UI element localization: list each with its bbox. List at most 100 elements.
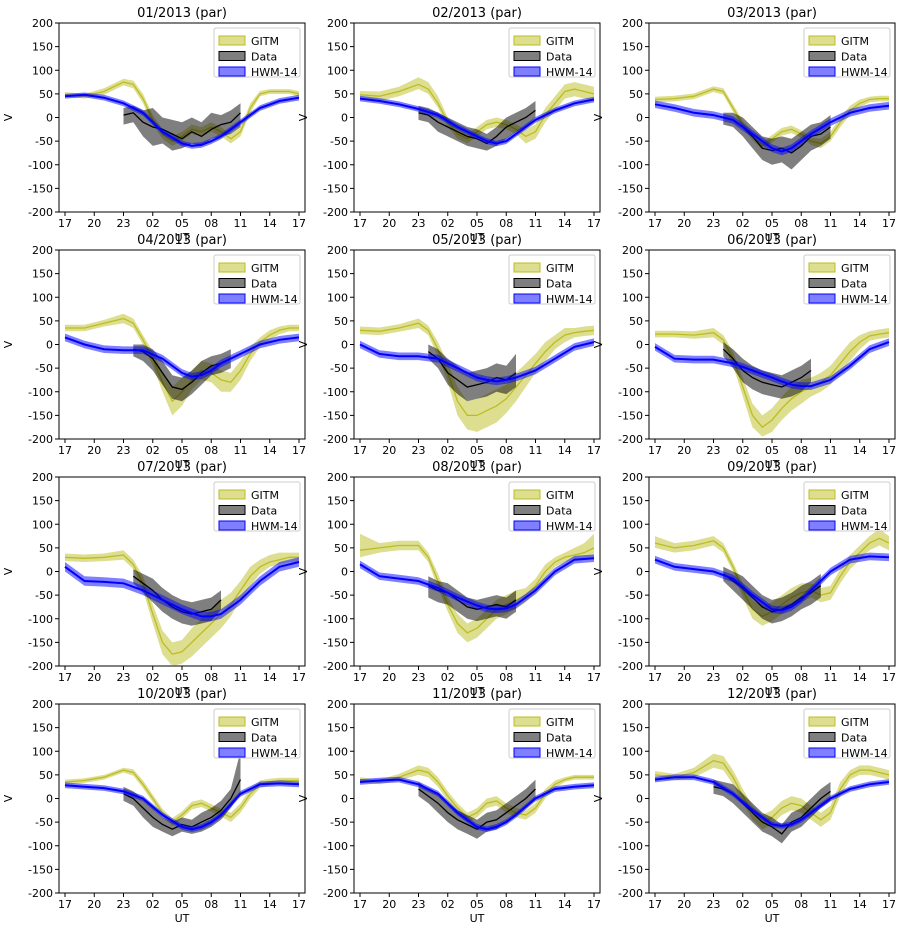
legend-label: GITM (251, 489, 279, 502)
band-data (723, 566, 821, 624)
x-tick-label: 08 (499, 444, 513, 457)
legend-swatch-data (218, 732, 246, 742)
line-gitm (654, 760, 890, 823)
y-tick-label: -200 (618, 660, 643, 673)
line-hwm-14 (64, 561, 300, 618)
legend-label: GITM (546, 716, 574, 729)
legend-swatch-gitm (808, 716, 836, 727)
x-tick-label: 17 (648, 671, 662, 684)
legend-label: Data (841, 51, 867, 64)
y-tick-label: 200 (327, 471, 348, 484)
x-tick-label: 23 (117, 217, 131, 230)
x-tick-label: 11 (234, 444, 248, 457)
y-tick-label: -100 (28, 159, 53, 172)
y-tick-label: 150 (327, 41, 348, 54)
line-hwm-14 (64, 336, 300, 378)
y-tick-label: -100 (618, 159, 643, 172)
x-tick-label: 17 (353, 898, 367, 911)
legend: GITM Data HWM-14 (213, 254, 301, 306)
legend-label: HWM-14 (251, 293, 298, 306)
x-tick-label: 23 (707, 444, 721, 457)
band-hwm-14 (655, 552, 889, 614)
x-tick-label: 17 (58, 671, 72, 684)
x-tick-label: 17 (648, 898, 662, 911)
x-tick-label: 02 (146, 671, 160, 684)
band-hwm-14 (360, 776, 594, 832)
subplot-title: 06/2013 (par) (727, 233, 817, 248)
plot-area (359, 533, 595, 643)
y-tick-label: 100 (32, 64, 53, 77)
x-tick-label: 17 (648, 444, 662, 457)
legend-label: Data (251, 505, 277, 518)
line-hwm-14 (64, 782, 300, 831)
line-gitm (359, 769, 594, 819)
x-tick-label: 08 (794, 671, 808, 684)
band-hwm-14 (655, 338, 889, 390)
legend-label: HWM-14 (546, 293, 593, 306)
x-tick-label: 17 (292, 898, 306, 911)
legend-swatch-data (808, 505, 836, 515)
y-tick-label: 200 (622, 17, 643, 30)
plot-area (654, 86, 890, 170)
line-gitm (359, 322, 595, 417)
y-tick-label: -100 (323, 840, 348, 853)
y-axis-label: V (297, 340, 310, 348)
x-tick-label: 23 (707, 671, 721, 684)
legend-label: GITM (251, 262, 279, 275)
legend-swatch-gitm (513, 35, 541, 46)
legend-swatch-gitm (808, 489, 836, 500)
line-hwm-14 (654, 555, 890, 612)
y-tick-label: -150 (323, 182, 348, 195)
subplot-9: 200 150 100 50 0 -50 -100 -150 -200 17 20 23 02 05 08 1… (592, 460, 896, 698)
y-tick-label: 100 (32, 291, 53, 304)
y-tick-label: -100 (618, 386, 643, 399)
x-tick-label: 17 (587, 444, 601, 457)
x-tick-label: 20 (87, 671, 101, 684)
x-tick-label: 23 (412, 898, 426, 911)
legend-swatch-data (513, 732, 541, 742)
y-tick-label: -100 (618, 613, 643, 626)
x-tick-label: 17 (882, 898, 896, 911)
x-tick-label: 11 (529, 217, 543, 230)
legend: GITM Data HWM-14 (803, 254, 891, 306)
x-tick-label: 14 (853, 671, 867, 684)
y-tick-label: 150 (622, 495, 643, 508)
plot-area (359, 318, 595, 432)
legend-label: GITM (841, 35, 869, 48)
legend-swatch-data (808, 732, 836, 742)
x-tick-label: 17 (58, 444, 72, 457)
subplot-7: 200 150 100 50 0 -50 -100 -150 -200 17 20 23 02 05 08 1… (2, 460, 306, 698)
y-tick-label: 0 (46, 566, 53, 579)
y-tick-label: 150 (327, 495, 348, 508)
y-tick-label: 200 (32, 244, 53, 257)
legend-label: Data (546, 505, 572, 518)
line-data (123, 112, 241, 140)
legend-label: GITM (841, 262, 869, 275)
x-tick-label: 20 (677, 217, 691, 230)
x-tick-label: 20 (382, 898, 396, 911)
x-tick-label: 17 (882, 671, 896, 684)
y-tick-label: 100 (622, 745, 643, 758)
x-tick-label: 14 (558, 671, 572, 684)
legend-swatch-data (218, 278, 246, 288)
y-tick-label: -50 (625, 362, 643, 375)
line-hwm-14 (64, 93, 300, 147)
y-tick-label: -200 (618, 887, 643, 900)
y-tick-label: 150 (32, 722, 53, 735)
y-tick-label: 150 (327, 268, 348, 281)
line-hwm-14 (359, 778, 595, 831)
x-tick-label: 23 (412, 671, 426, 684)
x-tick-label: 08 (204, 217, 218, 230)
x-tick-label: 20 (677, 898, 691, 911)
subplot-title: 02/2013 (par) (432, 6, 522, 21)
y-axis-label: V (2, 340, 15, 348)
y-tick-label: -150 (28, 863, 53, 876)
y-tick-label: -200 (323, 433, 348, 446)
legend: GITM Data HWM-14 (213, 481, 301, 533)
band-hwm-14 (655, 774, 889, 829)
x-tick-label: 17 (292, 671, 306, 684)
x-tick-label: 11 (529, 444, 543, 457)
x-tick-label: 11 (824, 444, 838, 457)
y-tick-label: -150 (618, 182, 643, 195)
legend: GITM Data HWM-14 (213, 708, 301, 760)
